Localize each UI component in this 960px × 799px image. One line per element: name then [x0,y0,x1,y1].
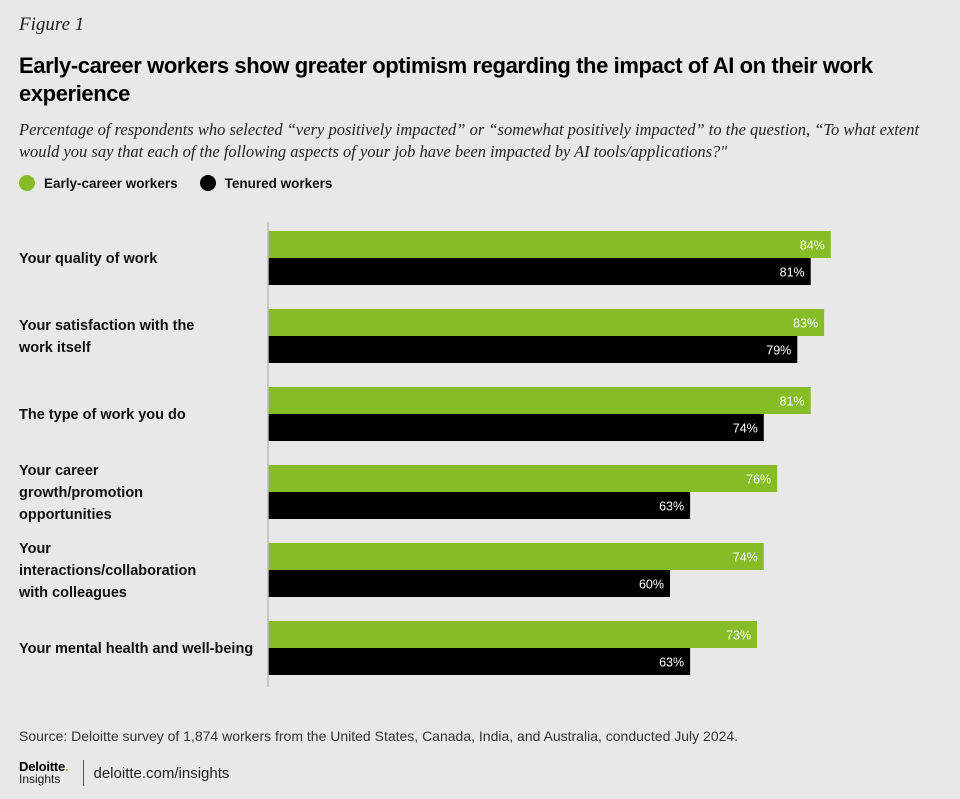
bar-tenured-workers-your-satisfaction-with-the-work-itself [268,336,798,363]
category-label-the-type-of-work-you-do: The type of work you do [19,407,186,423]
footer-divider [82,760,84,786]
footer-url[interactable]: deloitte.com/insights [93,764,230,782]
brand-sub: Insights [19,772,61,786]
footer: Deloitte. Insights deloitte.com/insights [19,760,229,786]
data-label-early-career-workers-your-interactions-collaboration-with-colleagues: 74% [733,551,758,565]
data-label-early-career-workers-your-satisfaction-with-the-work-itself: 83% [793,317,818,331]
brand-main: Deloitte [19,759,66,774]
bar-tenured-workers-your-mental-health-and-well-being [268,648,691,675]
figure-label: Figure 1 [19,14,85,35]
legend-item-early-career: Early-career workers [19,175,178,191]
category-label-your-career-growth-promotion-opportunities: Your career growth/promotion opportunities [19,463,143,523]
data-label-tenured-workers-the-type-of-work-you-do: 74% [733,422,758,436]
legend-label-early-career: Early-career workers [44,175,178,191]
bar-tenured-workers-the-type-of-work-you-do [268,414,764,441]
legend-label-tenured: Tenured workers [224,175,333,191]
bar-early-career-workers-your-satisfaction-with-the-work-itself [268,309,825,336]
data-label-early-career-workers-your-quality-of-work: 84% [800,239,825,253]
data-label-tenured-workers-your-mental-health-and-well-being: 63% [659,656,684,670]
deloitte-insights-logo: Deloitte. Insights [19,760,69,786]
data-label-tenured-workers-your-quality-of-work: 81% [780,266,805,280]
bar-early-career-workers-your-quality-of-work [268,231,831,258]
chart-subtitle: Percentage of respondents who selected “… [19,120,920,161]
bar-tenured-workers-your-quality-of-work [268,258,811,285]
category-label-your-quality-of-work: Your quality of work [19,251,158,267]
data-label-tenured-workers-your-interactions-collaboration-with-colleagues: 60% [639,578,664,592]
bar-early-career-workers-your-mental-health-and-well-being [268,621,758,648]
bar-early-career-workers-the-type-of-work-you-do [268,387,811,414]
legend: Early-career workers Tenured workers [19,175,354,191]
data-label-tenured-workers-your-satisfaction-with-the-work-itself: 79% [766,344,791,358]
legend-item-tenured: Tenured workers [199,175,333,191]
chart-title: Early-career workers show greater optimi… [19,53,873,106]
bar-chart: Your quality of work 84% 81% Your satisfact… [18,222,831,687]
legend-swatch-early-career [19,175,35,191]
legend-swatch-tenured [199,175,216,191]
bar-early-career-workers-your-interactions-collaboration-with-colleagues [268,543,764,570]
data-label-early-career-workers-your-mental-health-and-well-being: 73% [726,629,751,643]
data-label-early-career-workers-the-type-of-work-you-do: 81% [780,395,805,409]
category-label-your-mental-health-and-well-being: Your mental health and well-being [19,641,253,657]
bar-tenured-workers-your-career-growth-promotion-opportunities [268,492,691,519]
category-label-your-satisfaction-with-the-work-itself: Your satisfaction with the work itself [18,318,194,356]
source-note: Source: Deloitte survey of 1,874 workers… [19,728,739,744]
data-label-early-career-workers-your-career-growth-promotion-opportunities: 76% [746,473,771,487]
brand-dot: . [65,759,69,774]
bar-early-career-workers-your-career-growth-promotion-opportunities [268,465,778,492]
data-label-tenured-workers-your-career-growth-promotion-opportunities: 63% [659,500,684,514]
category-label-your-interactions-collaboration-with-colleagues: Your interactions/collaboration with colle… [18,541,196,601]
bar-tenured-workers-your-interactions-collaboration-with-colleagues [268,570,670,597]
